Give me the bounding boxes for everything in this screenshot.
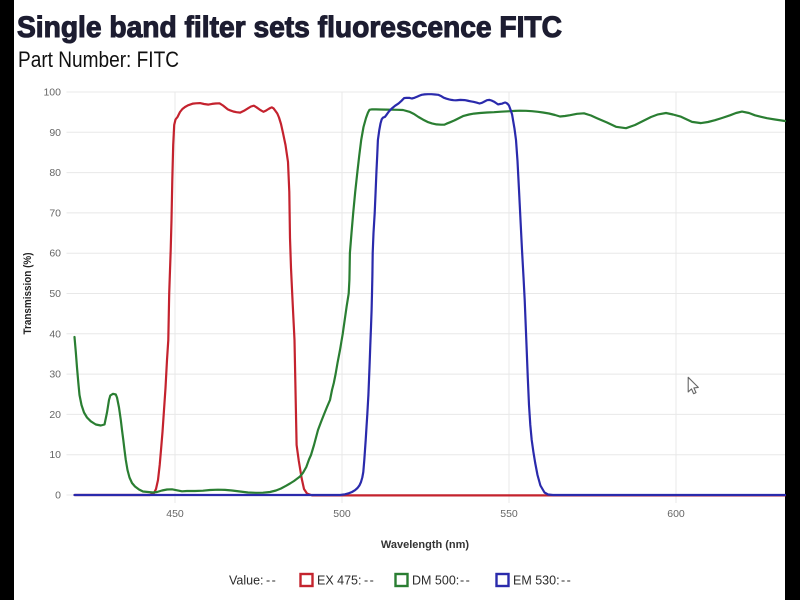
svg-text:Value:: Value: bbox=[229, 574, 264, 588]
svg-text:30: 30 bbox=[49, 369, 61, 381]
svg-text:90: 90 bbox=[49, 127, 61, 139]
svg-text:Wavelength (nm): Wavelength (nm) bbox=[381, 539, 470, 551]
svg-text:Transmission (%): Transmission (%) bbox=[22, 252, 34, 334]
svg-text:500: 500 bbox=[333, 508, 351, 520]
svg-text:0: 0 bbox=[55, 490, 61, 502]
svg-text:60: 60 bbox=[49, 248, 61, 260]
svg-text:DM 500:: DM 500: bbox=[412, 574, 459, 588]
svg-text:600: 600 bbox=[667, 508, 685, 520]
svg-text:--: -- bbox=[460, 574, 471, 588]
svg-text:--: -- bbox=[266, 574, 277, 588]
svg-text:450: 450 bbox=[166, 508, 184, 520]
svg-text:100: 100 bbox=[43, 87, 61, 99]
svg-text:Single band filter sets fluore: Single band filter sets fluorescence FIT… bbox=[17, 11, 562, 44]
svg-text:--: -- bbox=[561, 574, 572, 588]
svg-text:EM 530:: EM 530: bbox=[513, 574, 560, 588]
svg-text:20: 20 bbox=[49, 409, 61, 421]
svg-text:80: 80 bbox=[49, 167, 61, 179]
svg-text:--: -- bbox=[364, 574, 375, 588]
svg-text:10: 10 bbox=[49, 449, 61, 461]
svg-text:EX 475:: EX 475: bbox=[317, 574, 361, 588]
svg-text:40: 40 bbox=[49, 328, 61, 340]
svg-text:550: 550 bbox=[500, 508, 518, 520]
svg-text:50: 50 bbox=[49, 288, 61, 300]
svg-text:70: 70 bbox=[49, 207, 61, 219]
svg-text:Part Number: FITC: Part Number: FITC bbox=[18, 47, 179, 72]
